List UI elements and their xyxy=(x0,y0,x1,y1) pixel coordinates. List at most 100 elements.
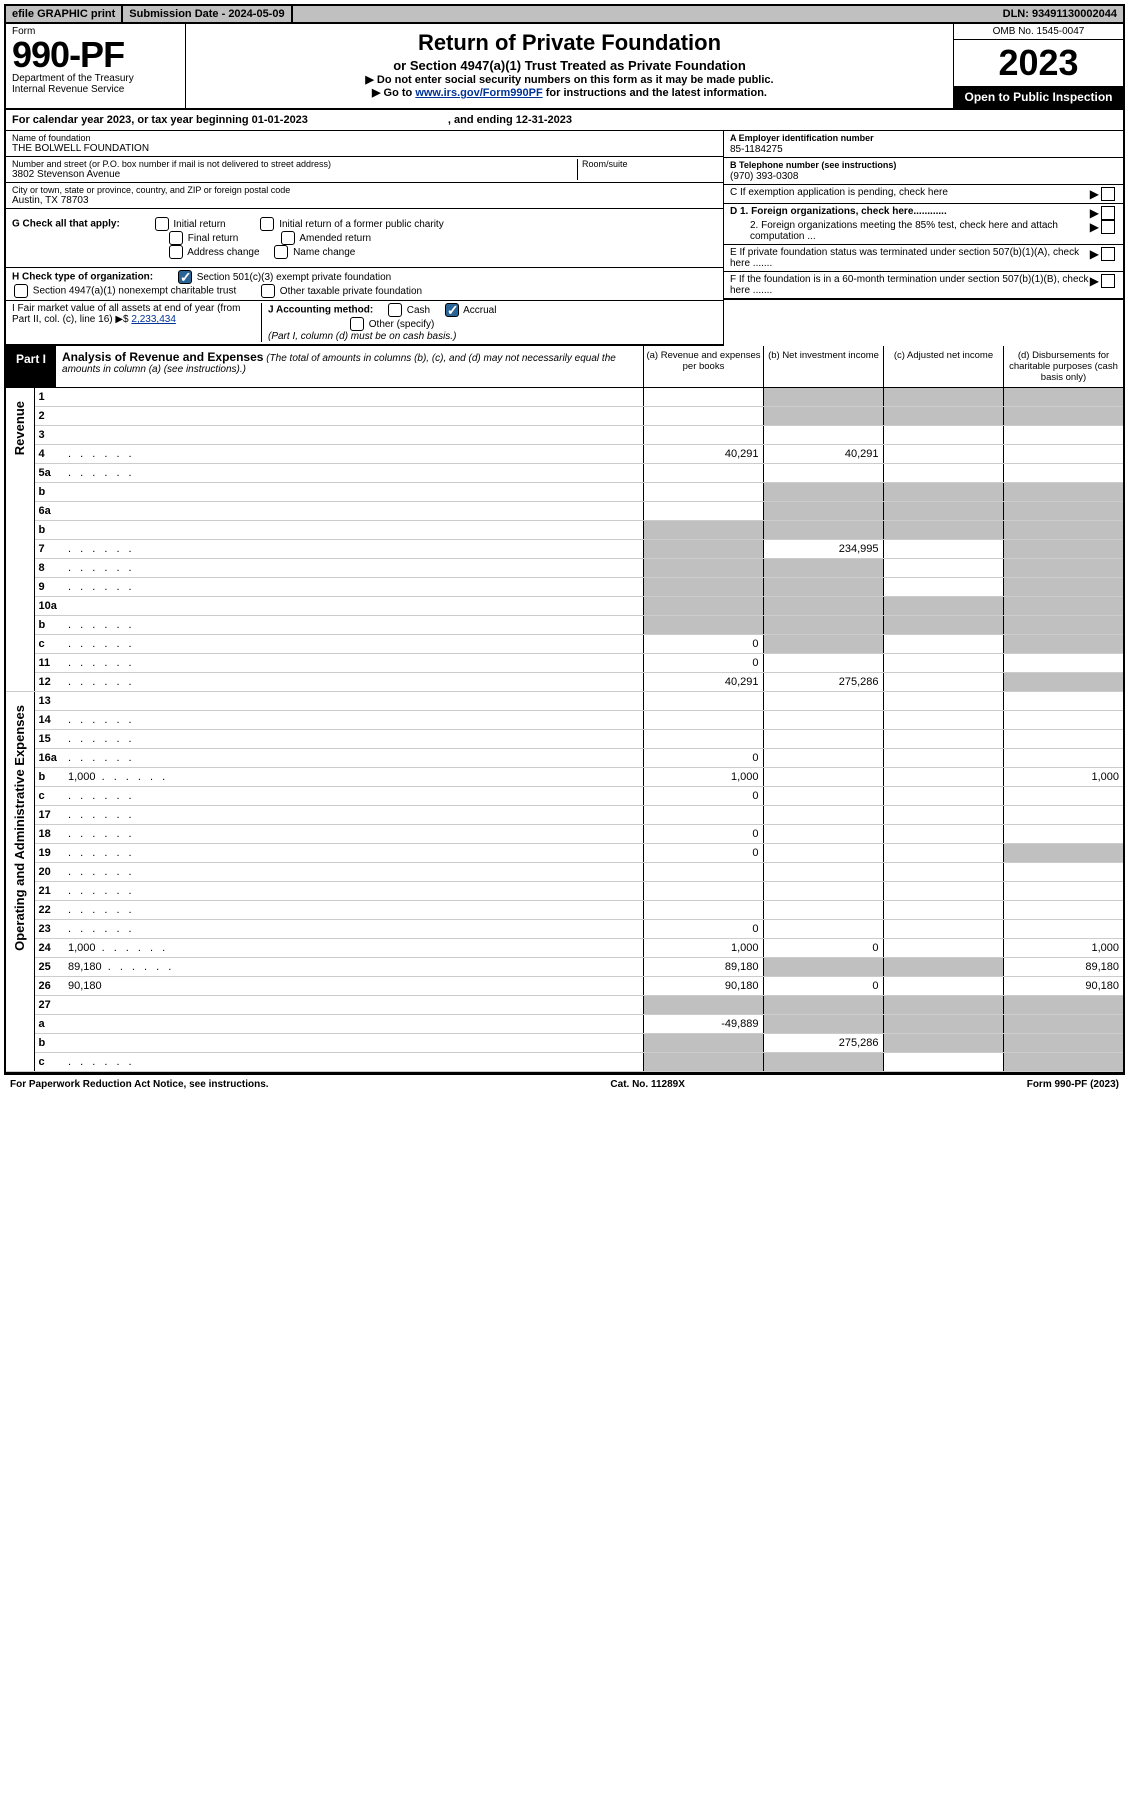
line-desc: . . . . . . xyxy=(64,445,643,464)
amount-col-d xyxy=(1003,407,1123,426)
amount-col-a xyxy=(643,1053,763,1072)
line-number: b xyxy=(34,483,64,502)
amount-col-a xyxy=(643,559,763,578)
amount-col-d xyxy=(1003,730,1123,749)
col-b-head: (b) Net investment income xyxy=(763,346,883,387)
amount-col-a xyxy=(643,996,763,1015)
amount-col-c xyxy=(883,996,1003,1015)
amount-col-b xyxy=(763,407,883,426)
lines-table: Revenue1234 . . . . . .40,29140,2915a . … xyxy=(6,388,1123,1072)
amount-col-d xyxy=(1003,483,1123,502)
amount-col-c xyxy=(883,464,1003,483)
line-desc: . . . . . . xyxy=(64,654,643,673)
amount-col-d xyxy=(1003,1015,1123,1034)
amount-col-b xyxy=(763,559,883,578)
amount-col-a xyxy=(643,901,763,920)
amount-col-d xyxy=(1003,673,1123,692)
amount-col-b xyxy=(763,768,883,787)
amount-col-d xyxy=(1003,1034,1123,1053)
amount-col-c xyxy=(883,882,1003,901)
amount-col-d xyxy=(1003,882,1123,901)
chk-f[interactable] xyxy=(1101,274,1115,288)
chk-initial[interactable] xyxy=(155,217,169,231)
amount-col-d xyxy=(1003,863,1123,882)
amount-col-c xyxy=(883,578,1003,597)
amount-col-b xyxy=(763,464,883,483)
amount-col-a xyxy=(643,426,763,445)
foundation-name-cell: Name of foundation THE BOLWELL FOUNDATIO… xyxy=(6,131,723,157)
chk-initial-former[interactable] xyxy=(260,217,274,231)
amount-col-c xyxy=(883,502,1003,521)
section-side: Operating and Administrative Expenses xyxy=(6,692,34,1072)
amount-col-d xyxy=(1003,635,1123,654)
chk-final[interactable] xyxy=(169,231,183,245)
amount-col-b: 234,995 xyxy=(763,540,883,559)
section-side: Revenue xyxy=(6,388,34,692)
amount-col-b xyxy=(763,806,883,825)
line-desc xyxy=(64,597,643,616)
line-number: 23 xyxy=(34,920,64,939)
amount-col-c xyxy=(883,654,1003,673)
chk-501c3[interactable] xyxy=(178,270,192,284)
room-cell: Room/suite xyxy=(577,159,717,180)
chk-other-method[interactable] xyxy=(350,317,364,331)
amount-col-a xyxy=(643,730,763,749)
amount-col-a: 0 xyxy=(643,787,763,806)
amount-col-c xyxy=(883,920,1003,939)
line-number: 10a xyxy=(34,597,64,616)
amount-col-d xyxy=(1003,749,1123,768)
chk-c[interactable] xyxy=(1101,187,1115,201)
line-number: 17 xyxy=(34,806,64,825)
section-h: H Check type of organization: Section 50… xyxy=(6,268,723,301)
efile-label: efile GRAPHIC print xyxy=(6,6,123,22)
chk-accrual[interactable] xyxy=(445,303,459,317)
line-number: 3 xyxy=(34,426,64,445)
line-desc xyxy=(64,407,643,426)
amount-col-a: 89,180 xyxy=(643,958,763,977)
amount-col-c xyxy=(883,730,1003,749)
line-number: 7 xyxy=(34,540,64,559)
chk-amended[interactable] xyxy=(281,231,295,245)
irs-link[interactable]: www.irs.gov/Form990PF xyxy=(415,87,542,99)
line-number: 16a xyxy=(34,749,64,768)
line-desc: . . . . . . xyxy=(64,673,643,692)
line-desc: . . . . . . xyxy=(64,711,643,730)
chk-4947[interactable] xyxy=(14,284,28,298)
amount-col-a: 1,000 xyxy=(643,768,763,787)
amount-col-b xyxy=(763,825,883,844)
amount-col-c xyxy=(883,692,1003,711)
section-f: F If the foundation is in a 60-month ter… xyxy=(724,272,1123,300)
line-number: 25 xyxy=(34,958,64,977)
chk-other-tax[interactable] xyxy=(261,284,275,298)
fmv-amount: 2,233,434 xyxy=(131,314,176,325)
line-number: 18 xyxy=(34,825,64,844)
chk-d2[interactable] xyxy=(1101,220,1115,234)
amount-col-b xyxy=(763,711,883,730)
amount-col-a: 0 xyxy=(643,654,763,673)
info-left: Name of foundation THE BOLWELL FOUNDATIO… xyxy=(6,131,723,346)
chk-d1[interactable] xyxy=(1101,206,1115,220)
section-ij: I Fair market value of all assets at end… xyxy=(6,301,723,346)
table-row: 22 . . . . . . xyxy=(6,901,1123,920)
line-number: 8 xyxy=(34,559,64,578)
line-number: 20 xyxy=(34,863,64,882)
table-row: 2 xyxy=(6,407,1123,426)
line-desc: . . . . . . xyxy=(64,825,643,844)
amount-col-c xyxy=(883,901,1003,920)
amount-col-b xyxy=(763,920,883,939)
line-number: 14 xyxy=(34,711,64,730)
chk-name[interactable] xyxy=(274,245,288,259)
amount-col-b xyxy=(763,1053,883,1072)
line-desc: . . . . . . xyxy=(64,540,643,559)
amount-col-d xyxy=(1003,787,1123,806)
line-number: 5a xyxy=(34,464,64,483)
amount-col-c xyxy=(883,1034,1003,1053)
chk-cash[interactable] xyxy=(388,303,402,317)
dept-2: Internal Revenue Service xyxy=(12,84,179,95)
amount-col-c xyxy=(883,1015,1003,1034)
line-number: 4 xyxy=(34,445,64,464)
street-address: 3802 Stevenson Avenue xyxy=(12,169,577,180)
amount-col-d xyxy=(1003,521,1123,540)
chk-e[interactable] xyxy=(1101,247,1115,261)
chk-address[interactable] xyxy=(169,245,183,259)
